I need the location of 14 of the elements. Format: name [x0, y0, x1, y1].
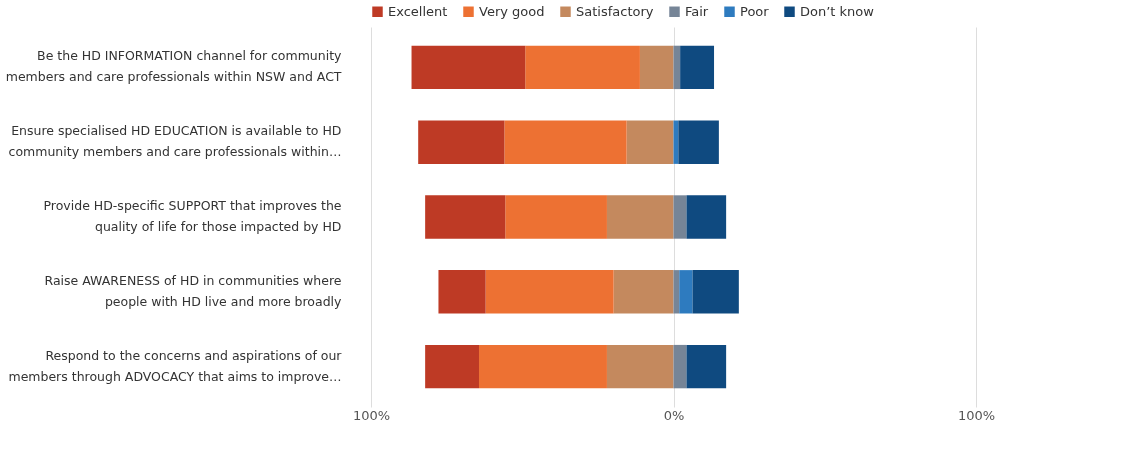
- y-tick-label: Respond to the concerns and aspirations of our members through ADVOCACY that aims to improve…: [8, 347, 343, 384]
- x-tick-label: 100%: [352, 407, 391, 423]
- legend-label: Fair: [685, 3, 709, 19]
- x-tick-label: 0%: [663, 407, 685, 423]
- y-tick-label: Ensure specialised HD EDUCATION is available to HD community members and care professionals within…: [8, 123, 342, 160]
- x-tick-label: 100%: [957, 407, 996, 423]
- y-tick-label: Be the HD INFORMATION channel for community members and care professionals within NSW and ACT: [5, 48, 343, 85]
- legend-label: Satisfactory: [576, 3, 654, 19]
- legend-label: Don’t know: [800, 3, 875, 19]
- legend-label: Excellent: [388, 3, 448, 19]
- legend-label: Very good: [479, 3, 545, 19]
- y-tick-label: Raise AWARENESS of HD in communities where people with HD live and more broadly: [44, 272, 343, 309]
- y-tick-label: Provide HD-specific SUPPORT that improves the quality of life for those impacted by HD: [43, 198, 342, 234]
- legend-label: Poor: [740, 3, 770, 19]
